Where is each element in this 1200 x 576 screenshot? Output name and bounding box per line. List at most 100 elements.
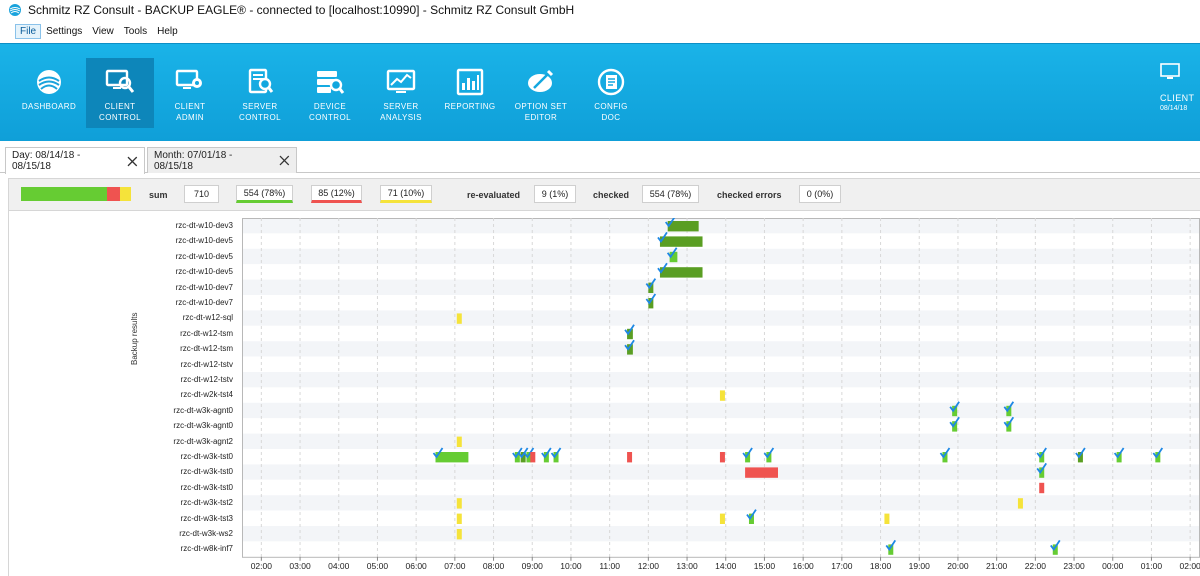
x-tick-label: 03:00 xyxy=(289,561,311,571)
row-stripe xyxy=(242,433,1200,449)
backup-event-ok[interactable] xyxy=(514,452,520,463)
backup-event-ok-dark[interactable] xyxy=(648,282,654,293)
backup-event-warning[interactable] xyxy=(456,513,462,524)
client-control-button[interactable]: CLIENT CONTROL xyxy=(86,58,154,128)
error-segment xyxy=(106,187,120,201)
reporting-icon xyxy=(456,68,484,96)
backup-event-ok-dark[interactable] xyxy=(520,452,526,463)
backup-event-error[interactable] xyxy=(745,467,778,478)
checkmark-icon xyxy=(949,401,960,413)
backup-event-ok[interactable] xyxy=(669,251,678,263)
backup-timeline-chart[interactable]: 02:00 03:00 04:00 05:00 06:00 07:00 08:00 09:00… xyxy=(242,218,1200,576)
checkmark-icon xyxy=(742,447,753,459)
backup-event-warning[interactable] xyxy=(456,313,462,324)
dashboard-button[interactable]: DASHBOARD xyxy=(15,58,83,126)
backup-event-ok[interactable] xyxy=(888,544,894,555)
row-label: rzc-dt-w3k-ws2 xyxy=(179,529,233,538)
row-stripe xyxy=(242,541,1200,557)
backup-event-ok[interactable] xyxy=(952,405,958,417)
ok-count[interactable]: 554 (78%) xyxy=(236,185,293,203)
backup-event-error[interactable] xyxy=(627,452,633,463)
backup-event-ok[interactable] xyxy=(766,452,772,463)
row-label: rzc-dt-w10-dev3 xyxy=(175,221,233,230)
dashboard-icon xyxy=(37,70,61,94)
row-label: rzc-dt-w3k-tst0 xyxy=(180,482,233,492)
client-panel-shortcut[interactable]: CLIENT 08/14/18 xyxy=(1160,62,1200,112)
row-label: rzc-dt-w10-dev7 xyxy=(175,282,233,292)
status-distribution-bar xyxy=(21,187,131,201)
backup-event-ok[interactable] xyxy=(1006,421,1012,432)
backup-event-error[interactable] xyxy=(719,452,725,463)
config-doc-icon xyxy=(597,68,625,96)
option-set-editor-button[interactable]: OPTION SET EDITOR xyxy=(507,58,575,126)
checked-errors-label: checked errors xyxy=(717,190,782,200)
reporting-button[interactable]: REPORTING xyxy=(436,58,504,126)
x-tick-label: 20:00 xyxy=(947,561,969,571)
menu-view[interactable]: View xyxy=(92,25,114,37)
backup-event-warning[interactable] xyxy=(1017,498,1023,509)
menu-file[interactable]: File xyxy=(15,23,42,39)
row-label: rzc-dt-w10-dev7 xyxy=(175,298,233,307)
client-admin-icon xyxy=(175,69,202,89)
row-label: rzc-dt-w3k-agnt2 xyxy=(173,436,233,446)
backup-event-warning[interactable] xyxy=(719,513,725,524)
error-count[interactable]: 85 (12%) xyxy=(311,185,362,203)
close-icon[interactable] xyxy=(279,155,290,166)
backup-event-ok[interactable] xyxy=(748,513,754,524)
backup-event-warning[interactable] xyxy=(456,436,462,447)
backup-event-ok[interactable] xyxy=(952,421,958,432)
backup-event-ok[interactable] xyxy=(526,452,532,463)
device-control-button[interactable]: DEVICE CONTROL xyxy=(296,58,364,126)
backup-event-ok[interactable] xyxy=(1155,452,1161,463)
sum-label: sum xyxy=(149,190,168,200)
row-label: rzc-dt-w12-tstv xyxy=(180,375,233,384)
x-tick-label: 02:00 xyxy=(1180,561,1200,571)
checkmark-icon xyxy=(523,447,535,459)
config-doc-button[interactable]: CONFIG DOC xyxy=(577,58,645,126)
menu-settings[interactable]: Settings xyxy=(46,25,83,37)
backup-event-ok[interactable] xyxy=(543,452,549,463)
x-tick-label: 16:00 xyxy=(793,561,815,571)
backup-event-warning[interactable] xyxy=(456,498,462,509)
backup-event-ok-dark[interactable] xyxy=(648,298,654,309)
row-stripe xyxy=(242,218,1200,234)
server-control-button[interactable]: SERVER CONTROL xyxy=(226,58,294,126)
close-icon[interactable] xyxy=(127,156,138,167)
backup-event-error[interactable] xyxy=(530,452,536,463)
backup-event-warning[interactable] xyxy=(719,390,725,401)
x-tick-label: 18:00 xyxy=(870,561,892,571)
backup-event-ok[interactable] xyxy=(745,452,751,463)
backup-event-ok-dark[interactable] xyxy=(627,344,633,355)
backup-event-ok[interactable] xyxy=(1052,544,1058,555)
menu-tools[interactable]: Tools xyxy=(123,25,148,37)
backup-event-ok[interactable] xyxy=(1116,452,1122,463)
backup-event-warning[interactable] xyxy=(456,529,462,540)
backup-event-ok[interactable] xyxy=(942,452,948,463)
server-analysis-button[interactable]: SERVER ANALYSIS xyxy=(367,58,435,126)
window-title: Schmitz RZ Consult - BACKUP EAGLE® - con… xyxy=(28,3,575,17)
backup-event-ok-dark[interactable] xyxy=(659,236,703,247)
backup-event-error[interactable] xyxy=(1039,482,1045,494)
row-label: rzc-dt-w3k-tst0 xyxy=(180,452,233,461)
backup-event-ok-dark[interactable] xyxy=(659,267,703,278)
backup-event-ok[interactable] xyxy=(1006,405,1012,417)
x-tick-label: 13:00 xyxy=(676,561,698,571)
client-admin-button[interactable]: CLIENT ADMIN xyxy=(156,58,224,126)
backup-event-warning[interactable] xyxy=(884,513,890,524)
backup-event-ok[interactable] xyxy=(553,452,559,463)
x-tick-label: 17:00 xyxy=(831,561,853,571)
backup-event-ok-dark[interactable] xyxy=(627,328,633,340)
backup-event-ok-dark[interactable] xyxy=(1077,452,1083,463)
backup-event-ok[interactable] xyxy=(1039,467,1045,478)
backup-event-ok-dark[interactable] xyxy=(667,221,699,232)
row-stripe xyxy=(242,418,1200,434)
checked-label: checked xyxy=(593,190,630,200)
tab-month[interactable]: Month: 07/01/18 - 08/15/18 xyxy=(147,147,297,173)
backup-event-ok[interactable] xyxy=(1039,452,1045,463)
row-stripe xyxy=(242,248,1200,265)
x-tick-label: 02:00 xyxy=(251,561,273,571)
backup-event-ok[interactable] xyxy=(435,452,469,463)
warning-count[interactable]: 71 (10%) xyxy=(380,185,432,203)
menu-help[interactable]: Help xyxy=(157,25,178,37)
tab-day[interactable]: Day: 08/14/18 - 08/15/18 xyxy=(5,147,145,174)
